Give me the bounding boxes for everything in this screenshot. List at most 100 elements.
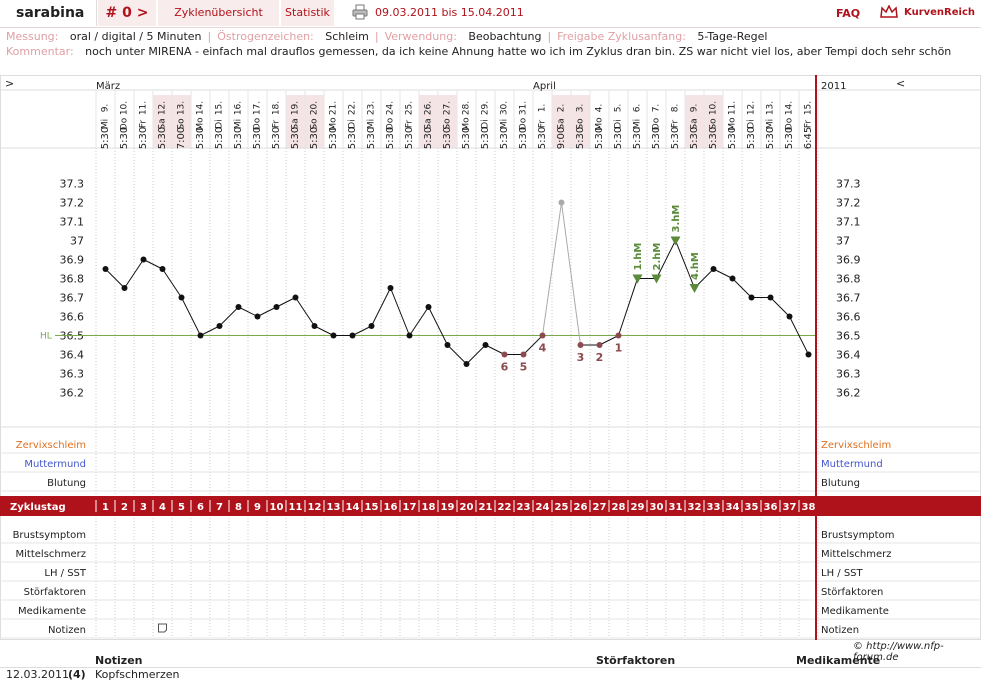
weekday-label: So: [709, 118, 719, 130]
measure-time: 9:00: [556, 127, 567, 149]
row-label-bottom-right: Medikamente: [821, 606, 889, 617]
day-number: 18.: [272, 101, 282, 115]
temp-line-segment: [732, 278, 752, 298]
day-number: 15.: [804, 101, 814, 115]
day-number: 28.: [462, 101, 472, 115]
day-number: 31.: [519, 101, 529, 115]
day-number: 16.: [234, 101, 244, 115]
day-number: 7.: [652, 104, 662, 113]
day-number: 8.: [671, 104, 681, 113]
printer-icon[interactable]: [352, 4, 368, 20]
day-number: 24.: [386, 101, 396, 115]
row-label-bottom: Brustsymptom: [13, 530, 86, 541]
y-tick-label-right: 36.3: [836, 368, 861, 381]
zyklustag-band: [0, 496, 981, 516]
freigabe-value: 5-Tage-Regel: [697, 30, 768, 43]
measure-time: 5:30: [328, 127, 339, 149]
weekday-label: Sa: [557, 118, 567, 129]
cycle-selector-button[interactable]: # 0 >: [98, 0, 156, 26]
zyklustag-number: 3: [140, 502, 147, 513]
row-label-bottom: LH / SST: [44, 568, 87, 579]
y-tick-label: 36.9: [60, 254, 85, 267]
logo[interactable]: KurvenReich: [880, 3, 975, 23]
y-tick-label-right: 36.8: [836, 273, 861, 286]
y-tick-label: 36.8: [60, 273, 85, 286]
weekday-label: Mi: [101, 119, 111, 129]
day-number: 27.: [443, 101, 453, 115]
temp-point: [197, 332, 204, 339]
zyklustag-number: 33: [707, 502, 721, 513]
day-number: 20.: [310, 101, 320, 115]
low-temp-label: 1: [615, 342, 623, 355]
measure-time: 5:30: [651, 127, 662, 149]
zyklustag-number: 23: [517, 502, 531, 513]
y-tick-label: 36.6: [60, 311, 85, 324]
faq-link[interactable]: FAQ: [836, 7, 861, 20]
temp-point: [330, 332, 337, 339]
kommentar-label: Kommentar:: [6, 45, 74, 58]
temp-line-segment: [428, 306, 448, 346]
temp-point: [140, 256, 147, 263]
weekday-label: Mi: [766, 119, 776, 129]
y-tick-label-right: 36.5: [836, 330, 861, 343]
weekend-shade: [704, 95, 723, 148]
temp-line-segment: [390, 287, 410, 336]
messung-label: Messung:: [6, 30, 59, 43]
temp-point: [710, 266, 717, 272]
day-number: 17.: [253, 101, 263, 115]
zyklustag-number: 37: [783, 502, 797, 513]
username: sarabina: [0, 0, 97, 26]
measure-time: 5:30: [309, 127, 320, 149]
weekday-label: Do: [652, 117, 662, 130]
day-number: 6.: [633, 104, 643, 113]
day-number: 11.: [139, 101, 149, 115]
note-date: 12.03.2011: [6, 668, 69, 681]
weekday-label: Mo: [196, 117, 206, 131]
day-number: 5.: [614, 104, 624, 113]
row-label-bottom-right: Brustsymptom: [821, 530, 894, 541]
zyklustag-number: 32: [688, 502, 702, 513]
measure-time: 5:30: [689, 127, 700, 149]
temp-point: [273, 304, 280, 310]
zyklustag-number: 11: [289, 502, 303, 513]
zyklustag-number: 20: [460, 502, 474, 513]
weekday-label: Mi: [234, 119, 244, 129]
row-label-bottom: Notizen: [48, 625, 86, 636]
weekend-shade: [552, 95, 571, 148]
temp-point: [748, 294, 755, 301]
measure-time: 5:30: [613, 127, 624, 149]
zyklustag-number: 22: [498, 502, 512, 513]
row-label-top: Blutung: [47, 478, 86, 489]
temp-point: [387, 285, 394, 291]
weekday-label: Di: [614, 119, 624, 128]
oestrogen-value: Schleim: [325, 30, 369, 43]
weekday-label: Mi: [633, 119, 643, 129]
weekend-shade: [685, 95, 704, 148]
temp-line-segment: [523, 335, 543, 355]
weekday-label: Do: [785, 117, 795, 130]
tab-cycle-overview[interactable]: Zyklenübersicht: [158, 0, 279, 26]
zyklustag-number: 24: [536, 502, 550, 513]
low-temp-label: 2: [596, 351, 604, 364]
measure-time: 5:30: [385, 127, 396, 149]
divider: [0, 667, 981, 668]
low-temp-label: 3: [577, 351, 585, 364]
row-label-top-right: Zervixschleim: [821, 440, 891, 451]
tab-statistics[interactable]: Statistik: [281, 0, 334, 26]
measure-time: 5:30: [480, 127, 491, 149]
temp-point: [444, 342, 451, 348]
y-tick-label-right: 36.4: [836, 349, 861, 362]
y-tick-label-right: 37.1: [836, 216, 861, 229]
day-number: 13.: [177, 101, 187, 115]
day-number: 10.: [709, 101, 719, 115]
weekend-shade: [438, 95, 457, 148]
temp-point: [463, 361, 470, 367]
y-tick-label: 36.4: [60, 349, 85, 362]
temp-line-segment: [295, 297, 315, 327]
y-tick-label-right: 36.6: [836, 311, 861, 324]
day-number: 30.: [500, 101, 510, 115]
zyklustag-number: 19: [441, 502, 455, 513]
zyklustag-number: 30: [650, 502, 664, 513]
zyklustag-number: 4: [159, 502, 166, 513]
temp-line-segment: [542, 202, 562, 336]
